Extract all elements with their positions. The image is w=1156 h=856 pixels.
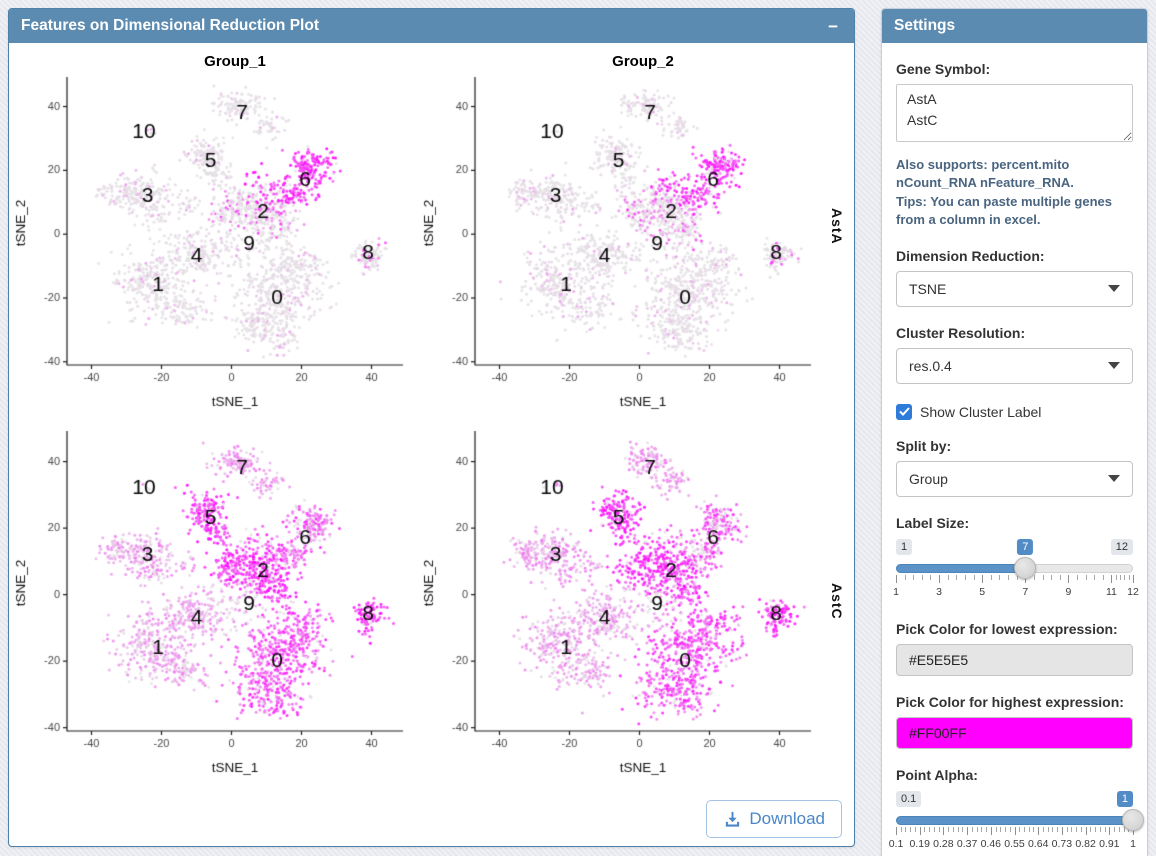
facet-title-group-2: Group_2 [612,53,674,70]
slider-value-badge: 1 [1116,790,1133,808]
plot-grid: Group_1 Group_2 AstA AstC Download [9,43,854,846]
gene-symbol-input[interactable]: AstA AstC [896,84,1133,142]
dimension-reduction-value: TSNE [909,280,947,297]
slider-filled-bar [896,563,1026,573]
checkbox-checked-icon [896,403,912,420]
plot-panel-header: Features on Dimensional Reduction Plot − [9,9,854,43]
cluster-resolution-select[interactable]: res.0.4 [896,347,1133,384]
dimension-reduction-select[interactable]: TSNE [896,270,1133,307]
slider-filled-bar [896,815,1133,825]
download-label: Download [749,809,825,828]
chevron-down-icon [1108,285,1120,293]
cluster-resolution-value: res.0.4 [909,357,952,374]
collapse-icon[interactable]: − [824,16,842,37]
gene-symbol-label: Gene Symbol: [896,61,991,77]
chevron-down-icon [1108,475,1120,483]
plot-panel-title: Features on Dimensional Reduction Plot [21,17,319,34]
low-color-value: #E5E5E5 [909,651,969,668]
tsne-panel-astc-group2 [419,419,823,781]
low-color-input[interactable]: #E5E5E5 [896,643,1133,676]
download-button[interactable]: Download [706,800,842,838]
cluster-resolution-label: Cluster Resolution: [896,324,1026,341]
facet-strip-asta: AstA [829,208,845,245]
help-text: Also supports: percent.mito nCount_RNA n… [896,156,1133,230]
slider-handle[interactable] [1122,808,1144,831]
point-alpha-slider[interactable]: 0.1 1 1 0.10.190.280.370.460.550.640.730… [889,790,1144,855]
show-cluster-label-checkbox[interactable]: Show Cluster Label [896,403,1133,420]
tsne-plot-canvas [11,419,415,781]
download-icon [726,811,740,827]
facet-title-group-1: Group_1 [204,53,266,70]
slider-min-badge: 0.1 [896,790,922,808]
facet-strip-astc: AstC [829,583,845,620]
tsne-plot-canvas [419,45,823,415]
settings-header: Settings [882,9,1147,43]
settings-body: Gene Symbol: AstA AstC Also supports: pe… [882,43,1147,856]
help-text-line2: Tips: You can paste multiple genes from … [896,193,1112,228]
label-size-slider[interactable]: 1 12 7 1 3 5 7 9 11 12 [893,538,1139,603]
tsne-panel-astc-group1 [11,419,415,781]
show-cluster-label-text: Show Cluster Label [920,403,1042,420]
settings-title: Settings [894,17,956,34]
label-size-label: Label Size: [896,514,970,531]
split-by-value: Group [909,470,948,487]
slider-value-badge: 7 [1017,538,1034,556]
plot-panel: Features on Dimensional Reduction Plot −… [8,8,855,847]
slider-min-badge: 1 [896,538,913,556]
help-text-line1: Also supports: percent.mito nCount_RNA n… [896,157,1074,191]
split-by-select[interactable]: Group [896,460,1133,497]
low-color-label: Pick Color for lowest expression: [896,620,1118,637]
high-color-label: Pick Color for highest expression: [896,693,1124,710]
tsne-plot-canvas [419,419,823,781]
tsne-panel-asta-group1: Group_1 [11,45,415,415]
dimension-reduction-label: Dimension Reduction: [896,247,1045,264]
tsne-panel-asta-group2: Group_2 [419,45,823,415]
slider-handle[interactable] [1014,556,1037,579]
tsne-plot-canvas [11,45,415,415]
split-by-label: Split by: [896,437,952,454]
chevron-down-icon [1108,362,1120,370]
slider-max-badge: 12 [1110,538,1133,556]
slider-grid: 1 3 5 7 9 11 12 [893,574,1139,601]
point-alpha-label: Point Alpha: [896,766,978,783]
settings-panel: Settings Gene Symbol: AstA AstC Also sup… [881,8,1148,856]
high-color-value: #FF00FF [909,724,967,741]
slider-grid: 0.1 0.19 0.28 0.37 0.46 0.55 0.64 0.73 0.82 0.91 1 [889,826,1136,853]
high-color-input[interactable]: #FF00FF [896,716,1133,749]
